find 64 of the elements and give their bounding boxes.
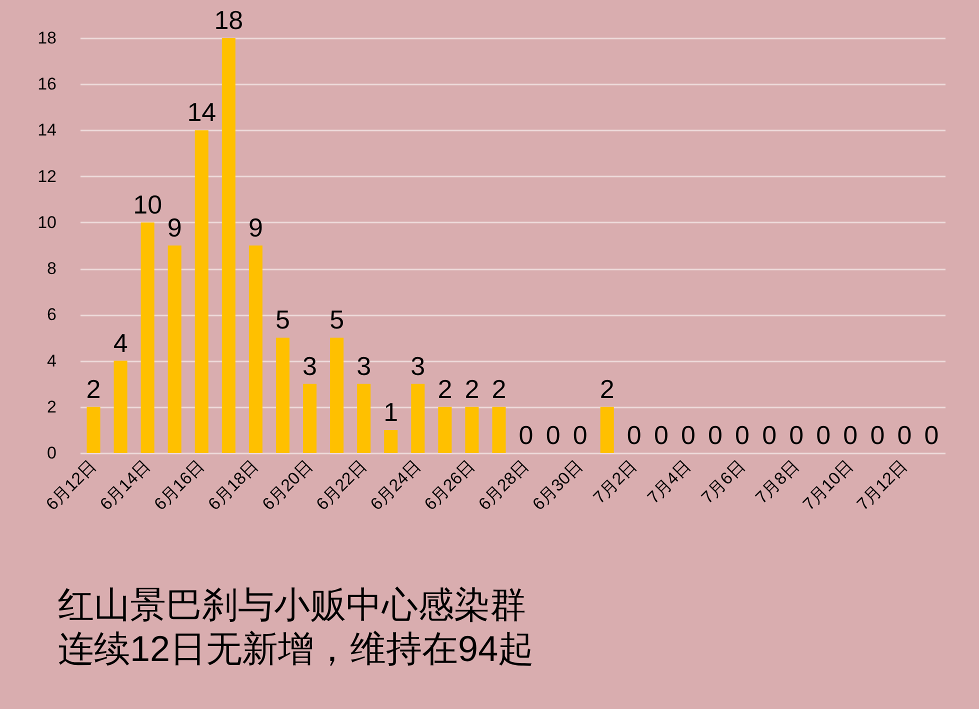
data-label: 0 (897, 420, 912, 450)
data-label: 0 (816, 420, 831, 450)
data-label: 2 (438, 374, 452, 404)
bar (600, 406, 614, 453)
y-tick-label: 16 (38, 74, 56, 94)
data-label: 3 (302, 350, 317, 381)
x-tick-label: 7月4日 (644, 456, 695, 508)
data-label: 0 (708, 420, 722, 450)
y-tick-label: 14 (38, 120, 56, 140)
bar (492, 406, 506, 453)
y-tick-label: 0 (47, 444, 56, 462)
data-label: 0 (572, 420, 588, 450)
data-label: 2 (600, 374, 614, 404)
bar (276, 338, 290, 453)
y-tick-label: 18 (38, 28, 56, 48)
bar (222, 38, 236, 453)
data-label: 9 (167, 212, 182, 242)
x-tick-label: 7月2日 (590, 456, 641, 508)
data-label: 0 (762, 420, 777, 450)
data-label: 3 (410, 350, 426, 381)
bar (303, 384, 317, 453)
bar (330, 338, 344, 453)
bar (411, 384, 425, 453)
data-label: 10 (133, 189, 162, 220)
bar (248, 246, 262, 453)
data-label: 0 (626, 420, 642, 450)
data-label: 9 (248, 212, 263, 242)
bar (86, 406, 100, 453)
text: 红山景巴刹与小贩中心感染群 (58, 584, 526, 625)
data-label: 4 (113, 328, 128, 358)
data-label: 5 (276, 304, 290, 335)
x-tick-label: 7月6日 (698, 456, 749, 508)
y-tick-label: 2 (47, 397, 56, 416)
bar (438, 406, 452, 453)
data-label: 0 (789, 420, 804, 450)
text: 连续12日无新增，维持在94起 (58, 628, 534, 669)
data-label: 0 (870, 420, 885, 450)
bar (114, 360, 128, 453)
y-tick-label: 4 (47, 351, 56, 370)
data-label: 5 (330, 304, 344, 335)
data-label: 2 (86, 374, 101, 404)
data-label: 0 (546, 420, 560, 450)
data-label: 3 (356, 350, 372, 381)
data-label: 0 (843, 420, 858, 450)
data-label: 0 (518, 420, 534, 450)
data-label: 0 (680, 420, 696, 450)
bar (194, 130, 208, 453)
data-label: 1 (384, 396, 398, 427)
data-label: 0 (735, 420, 750, 450)
bar (140, 222, 154, 453)
y-tick-label: 10 (38, 212, 56, 232)
y-tick-label: 6 (47, 305, 56, 324)
data-label: 0 (654, 420, 668, 450)
bar (465, 406, 479, 453)
data-label: 18 (214, 5, 244, 35)
data-label: 0 (924, 420, 939, 450)
y-tick-label: 12 (38, 166, 56, 186)
bar (168, 246, 182, 453)
bar (384, 430, 398, 453)
y-tick-label: 8 (47, 259, 56, 278)
data-label: 2 (464, 374, 480, 404)
bar (357, 384, 371, 453)
data-label: 2 (492, 374, 506, 404)
data-label: 14 (187, 97, 216, 128)
